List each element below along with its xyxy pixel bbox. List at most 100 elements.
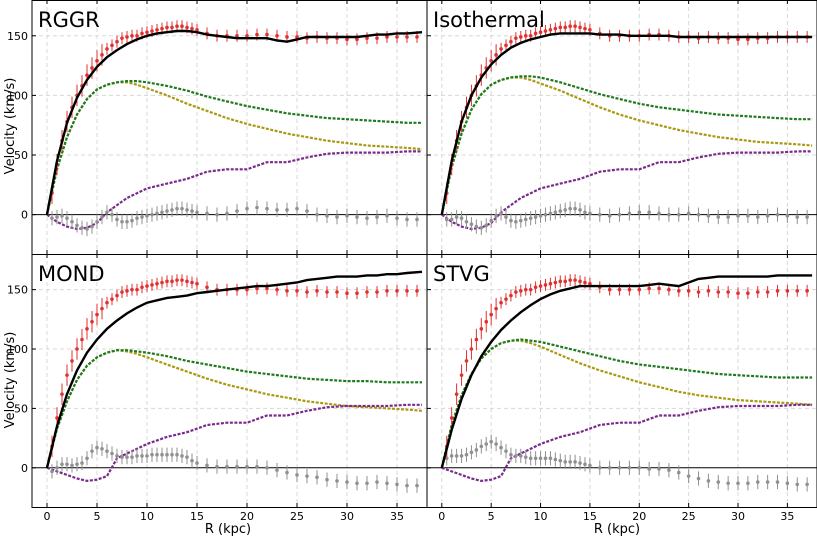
panel-3-residual-point (160, 452, 164, 457)
panel-4-residual-point (543, 456, 548, 461)
panel-2-residual-point (637, 210, 642, 215)
panel-2-residual-point (479, 225, 484, 230)
panel-1-residual-point (115, 217, 119, 222)
panel-1-observed-point (90, 66, 94, 70)
panel-1-ytick-label: 150 (7, 30, 28, 43)
panel-4-observed-point (528, 287, 533, 292)
panel-4-residual-point (696, 476, 701, 481)
panel-3-observed-point (395, 289, 399, 293)
panel-1-residual-point (355, 215, 359, 219)
panel-3-xtick-label: 25 (290, 510, 304, 523)
panel-4-residual-point (647, 467, 651, 471)
panel-3-observed-point (125, 289, 129, 293)
panel-4-observed-point (459, 373, 464, 377)
panel-2-stellar-disk-curve (440, 76, 813, 215)
panel-3-observed-point (195, 281, 199, 286)
panel-3-xtick-label: 0 (44, 510, 51, 523)
panel-4-residual-point (449, 454, 454, 458)
panel-1-observed-point (175, 24, 179, 29)
panel-1-residual-point (60, 214, 64, 218)
panel-4-residual-point (499, 445, 503, 450)
panel-3-residual-point (405, 483, 409, 488)
panel-3-observed-point (165, 279, 169, 284)
panel-1-residual-point (205, 211, 209, 216)
panel-3-observed-point (145, 284, 149, 288)
panel-2-observed-point (588, 28, 592, 32)
panel-4-green-component-curve (440, 338, 813, 469)
panel-1-observed-point (195, 28, 199, 32)
panel-4-residual-point (588, 463, 592, 468)
panel-4-title: STVG (433, 262, 490, 286)
panel-3-observed-point (75, 347, 79, 351)
panel-1-observed-point (100, 53, 104, 57)
panel-1-observed-point (150, 29, 154, 33)
panel-4-observed-point (686, 289, 691, 293)
y-axis-label-top: Velocity (km/s) (3, 78, 18, 175)
panel-1-observed-point (110, 43, 114, 48)
panel-2-observed-point (736, 37, 740, 42)
panel-4-residual-point (523, 455, 528, 459)
panel-3-residual-point (335, 479, 339, 483)
panel-4-observed-point (449, 416, 454, 420)
panel-3-ytick-label: 50 (14, 402, 28, 415)
panel-1-ytick-label: 50 (14, 149, 28, 162)
panel-3-observed-point (120, 290, 124, 294)
panel-3-residual-point (125, 455, 129, 459)
panel-2-residual-point (553, 210, 558, 215)
panel-3-observed-point (255, 286, 259, 291)
panel-3-observed-point (155, 281, 159, 286)
panel-2-observed-point (573, 24, 577, 29)
panel-3-observed-point (115, 293, 119, 298)
x-axis-label-left: R (kpc) (205, 522, 251, 537)
panel-2-model-total-curve (440, 32, 813, 215)
panel-2-residual-point (775, 212, 780, 217)
panel-1-residual-point (345, 214, 349, 218)
panel-4-observed-point (538, 284, 543, 288)
panel-4-residual-point (686, 474, 691, 478)
panel-1-observed-point (385, 35, 389, 39)
panel-4-observed-point (607, 287, 612, 292)
panel-4-observed-point (785, 289, 790, 293)
panel-3-residual-point (65, 462, 69, 467)
panel-3-observed-point (105, 300, 109, 305)
panel-4-residual-point (494, 442, 498, 446)
panel-4-gas-curve (441, 403, 813, 483)
panel-1-observed-point (275, 33, 279, 38)
panel-4-observed-point (775, 289, 780, 293)
panel-1-residual-point (55, 215, 59, 219)
panel-3-observed-point (170, 279, 174, 284)
panel-1-residual-point (385, 214, 389, 218)
panel-3-observed-point (160, 280, 164, 285)
panel-2-residual-point (563, 208, 568, 212)
panel-2-residual-point (736, 214, 740, 218)
panel-2-residual-point (716, 215, 721, 219)
panel-4-observed-point (588, 281, 592, 286)
panel-3-observed-point (365, 290, 369, 294)
panel-2-observed-point (514, 36, 518, 40)
panel-4-residual-point (667, 468, 671, 472)
panel-3-residual-point (145, 454, 149, 458)
panel-3-residual-point (285, 470, 289, 475)
panel-3-observed-point (85, 327, 89, 331)
panel-4-residual-point (617, 466, 622, 470)
panel-4-residual-point (795, 482, 800, 487)
panel-2-residual-point (504, 215, 508, 219)
panel-2-observed-point (523, 33, 528, 38)
panel-2-residual-point (755, 215, 760, 219)
panel-2-residual-point (765, 214, 770, 218)
panel-4-observed-point (514, 290, 518, 294)
panel-3-residual-point (130, 455, 134, 459)
panel-1-residual-point (125, 220, 129, 224)
panel-4-xtick-label: 30 (731, 510, 745, 523)
panel-1-residual-point (335, 215, 339, 219)
panel-3-residual-point (305, 474, 309, 478)
panel-4-observed-point (805, 289, 809, 293)
panel-1-residual-point (325, 214, 329, 218)
panel-1-residual-point (405, 217, 409, 222)
data-layer (45, 20, 813, 493)
panel-2-title: Isothermal (433, 8, 545, 32)
panel-4-residual-point (538, 456, 543, 461)
panel-1-observed-point (255, 32, 259, 37)
panel-2-residual-point (726, 215, 730, 219)
panel-1-observed-point (135, 33, 139, 38)
